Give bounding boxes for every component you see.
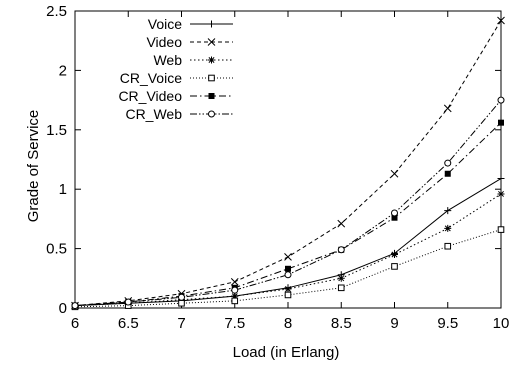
x-tick-label: 8.5: [331, 315, 352, 332]
x-tick-label: 9: [390, 315, 398, 332]
series-video: [71, 16, 505, 310]
data-point: [391, 263, 398, 270]
x-tick-label: 6.5: [118, 315, 139, 332]
series-cr-web: [71, 96, 505, 310]
x-tick-label: 6: [71, 315, 79, 332]
data-point: [231, 286, 239, 294]
data-point: [284, 253, 292, 261]
data-point: [391, 209, 398, 217]
data-point: [497, 96, 505, 104]
legend-swatch-marker: [208, 74, 215, 82]
legend-label: Web: [153, 52, 182, 68]
legend: Voice Video Web CR_Voice CR_Video CR_Web: [118, 16, 233, 122]
x-tick-label: 10: [493, 315, 510, 332]
legend-label: CR_Voice: [120, 70, 182, 86]
data-point: [444, 170, 451, 177]
series-layer: [71, 16, 505, 311]
data-point: [443, 104, 452, 113]
data-point: [497, 226, 505, 233]
series-line: [74, 20, 502, 307]
y-axis-title: Grade of Service: [25, 110, 42, 223]
data-point: [498, 119, 504, 126]
legend-item: CR_Video: [118, 88, 233, 104]
legend-label: Voice: [148, 16, 182, 32]
series-line: [74, 99, 502, 307]
data-point: [178, 293, 185, 301]
legend-label: CR_Video: [118, 88, 182, 104]
legend-swatch-marker: [208, 110, 215, 118]
legend-item: CR_Web: [125, 106, 233, 122]
x-axis: 6 6.5 7 7.5 8 8.5 9 9.5 10: [71, 11, 510, 332]
legend-swatch-marker: [207, 38, 216, 46]
plot-frame: [74, 10, 502, 309]
data-point: [391, 214, 398, 221]
legend-item: Video: [146, 34, 233, 50]
series-cr-video: [72, 119, 504, 309]
x-tick-label: 7: [177, 315, 185, 332]
series-line: [74, 122, 502, 307]
data-point: [124, 298, 132, 306]
data-point: [497, 175, 505, 183]
y-tick-label: 2.5: [46, 3, 67, 20]
legend-swatch-marker: [208, 20, 215, 28]
legend-label: CR_Web: [125, 106, 182, 122]
x-tick-label: 8: [284, 315, 292, 332]
plot-border: [74, 10, 502, 309]
data-point: [284, 271, 292, 279]
legend-swatch-marker: [208, 93, 215, 99]
data-point: [337, 284, 345, 292]
data-point: [337, 274, 345, 282]
legend-swatch-marker: [208, 56, 215, 64]
y-tick-label: 2: [59, 62, 67, 79]
x-tick-label: 9.5: [437, 315, 458, 332]
data-point: [230, 278, 239, 286]
y-tick-label: 0: [59, 300, 67, 317]
data-point: [390, 169, 399, 178]
data-point: [337, 219, 346, 228]
data-point: [231, 297, 239, 305]
legend-label: Video: [146, 34, 182, 50]
data-point: [284, 285, 292, 293]
data-point: [444, 159, 452, 167]
data-point: [231, 292, 239, 300]
data-point: [497, 190, 505, 198]
data-point: [444, 224, 452, 232]
data-point: [497, 16, 505, 25]
x-axis-title: Load (in Erlang): [233, 344, 340, 361]
legend-item: CR_Voice: [120, 70, 233, 86]
legend-item: Web: [153, 52, 233, 68]
data-point: [71, 302, 79, 310]
data-point: [337, 246, 345, 254]
data-point: [391, 251, 398, 259]
data-point: [444, 207, 452, 215]
legend-item: Voice: [148, 16, 233, 32]
data-point: [178, 299, 185, 307]
data-point: [444, 242, 452, 250]
data-point: [285, 265, 291, 272]
y-tick-label: 1: [59, 181, 67, 198]
data-point: [284, 291, 292, 299]
y-axis: 0 0.5 1 1.5 2 2.5: [46, 3, 501, 317]
x-tick-label: 7.5: [224, 315, 245, 332]
y-tick-label: 1.5: [46, 122, 67, 139]
y-tick-label: 0.5: [46, 241, 67, 258]
